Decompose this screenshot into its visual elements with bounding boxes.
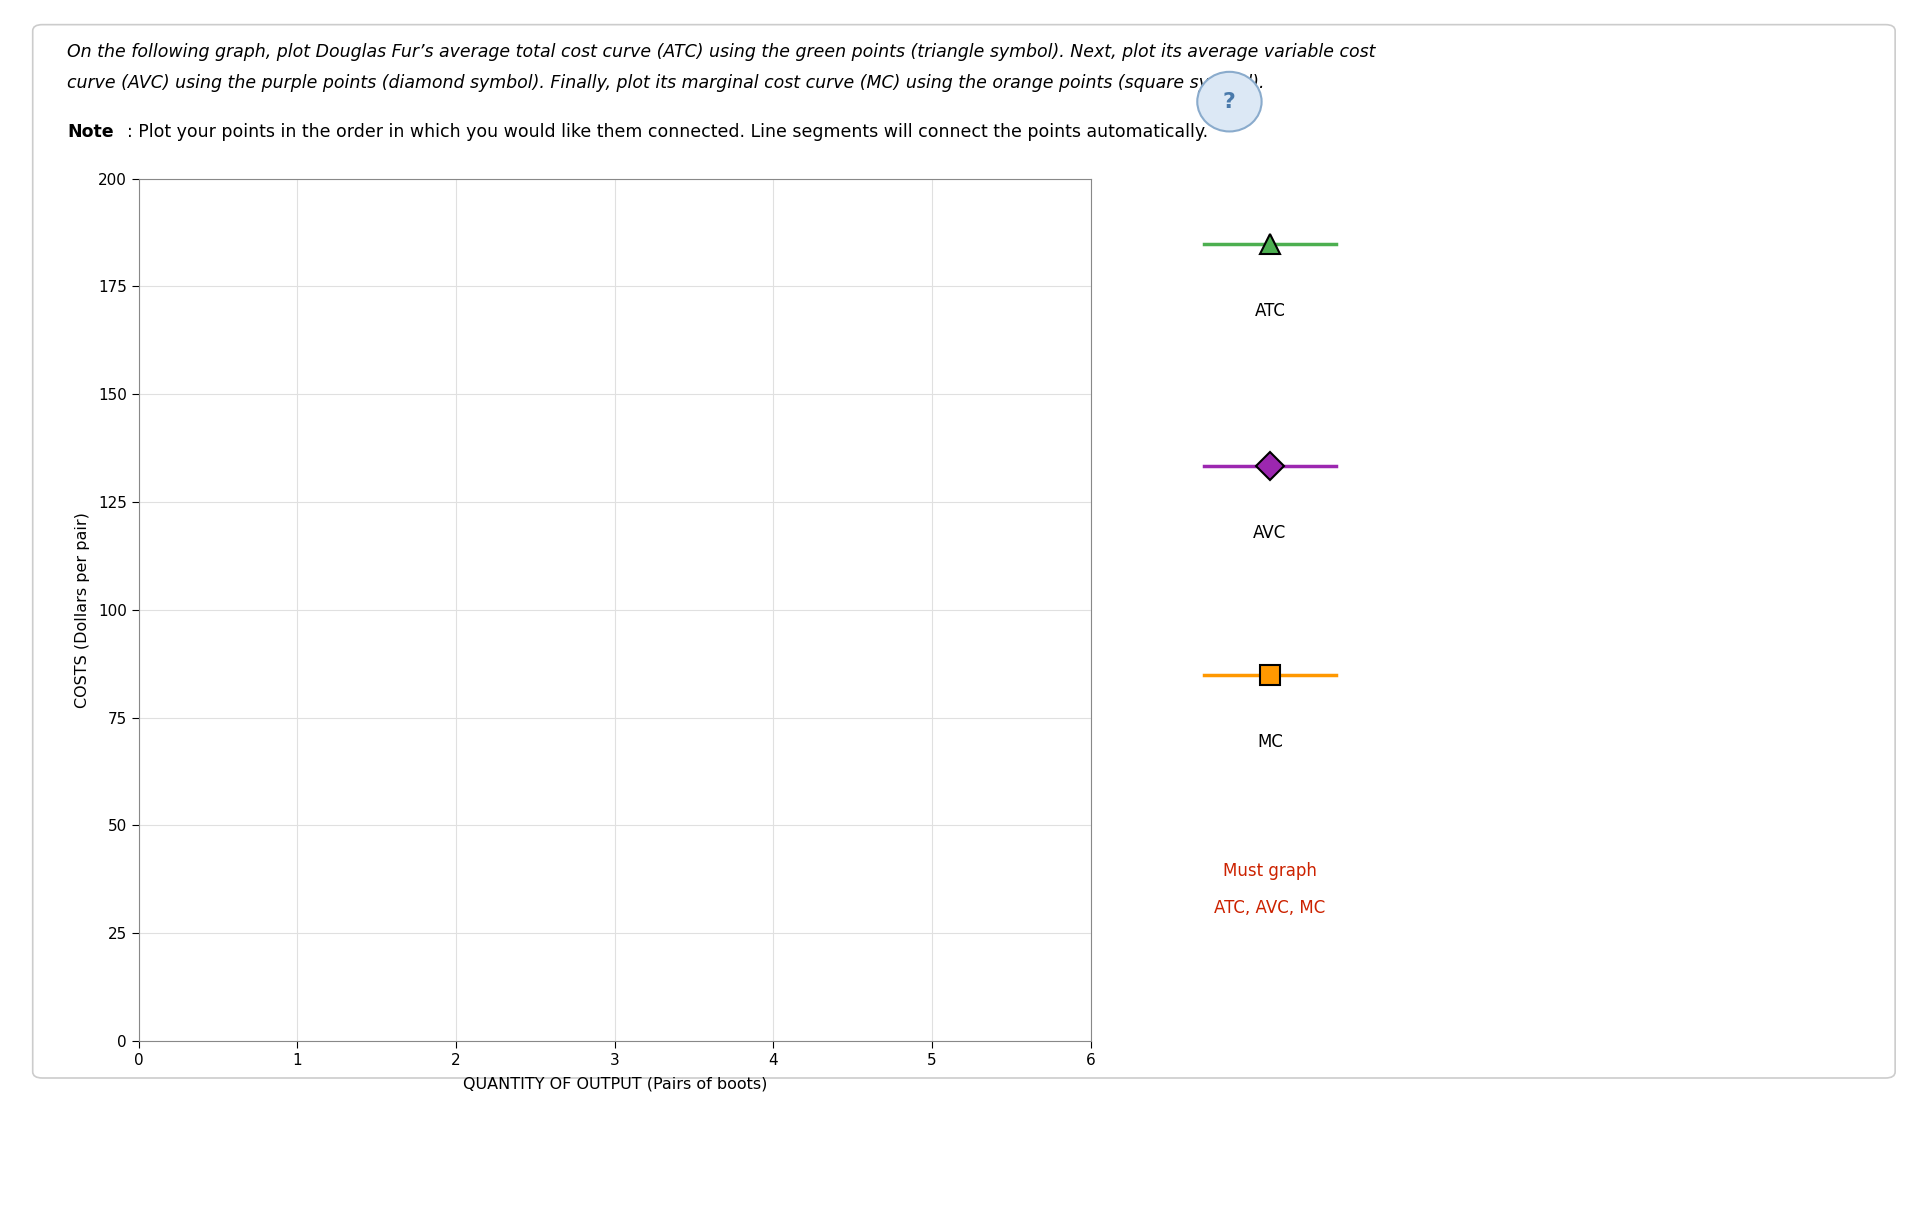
Text: On the following graph, plot Douglas Fur’s average total cost curve (ATC) using : On the following graph, plot Douglas Fur… [67, 43, 1375, 62]
Text: : Plot your points in the order in which you would like them connected. Line seg: : Plot your points in the order in which… [127, 123, 1208, 142]
Text: ?: ? [1223, 91, 1235, 112]
Text: Note: Note [67, 123, 113, 142]
X-axis label: QUANTITY OF OUTPUT (Pairs of boots): QUANTITY OF OUTPUT (Pairs of boots) [462, 1077, 767, 1092]
Circle shape [1196, 71, 1261, 132]
Text: curve (AVC) using the purple points (diamond symbol). Finally, plot its marginal: curve (AVC) using the purple points (dia… [67, 74, 1263, 92]
Text: ATC, AVC, MC: ATC, AVC, MC [1213, 899, 1325, 918]
Text: MC: MC [1256, 733, 1283, 752]
Y-axis label: COSTS (Dollars per pair): COSTS (Dollars per pair) [75, 513, 90, 707]
Text: AVC: AVC [1252, 524, 1286, 542]
Text: ATC: ATC [1254, 302, 1285, 320]
Text: Must graph: Must graph [1223, 862, 1315, 881]
